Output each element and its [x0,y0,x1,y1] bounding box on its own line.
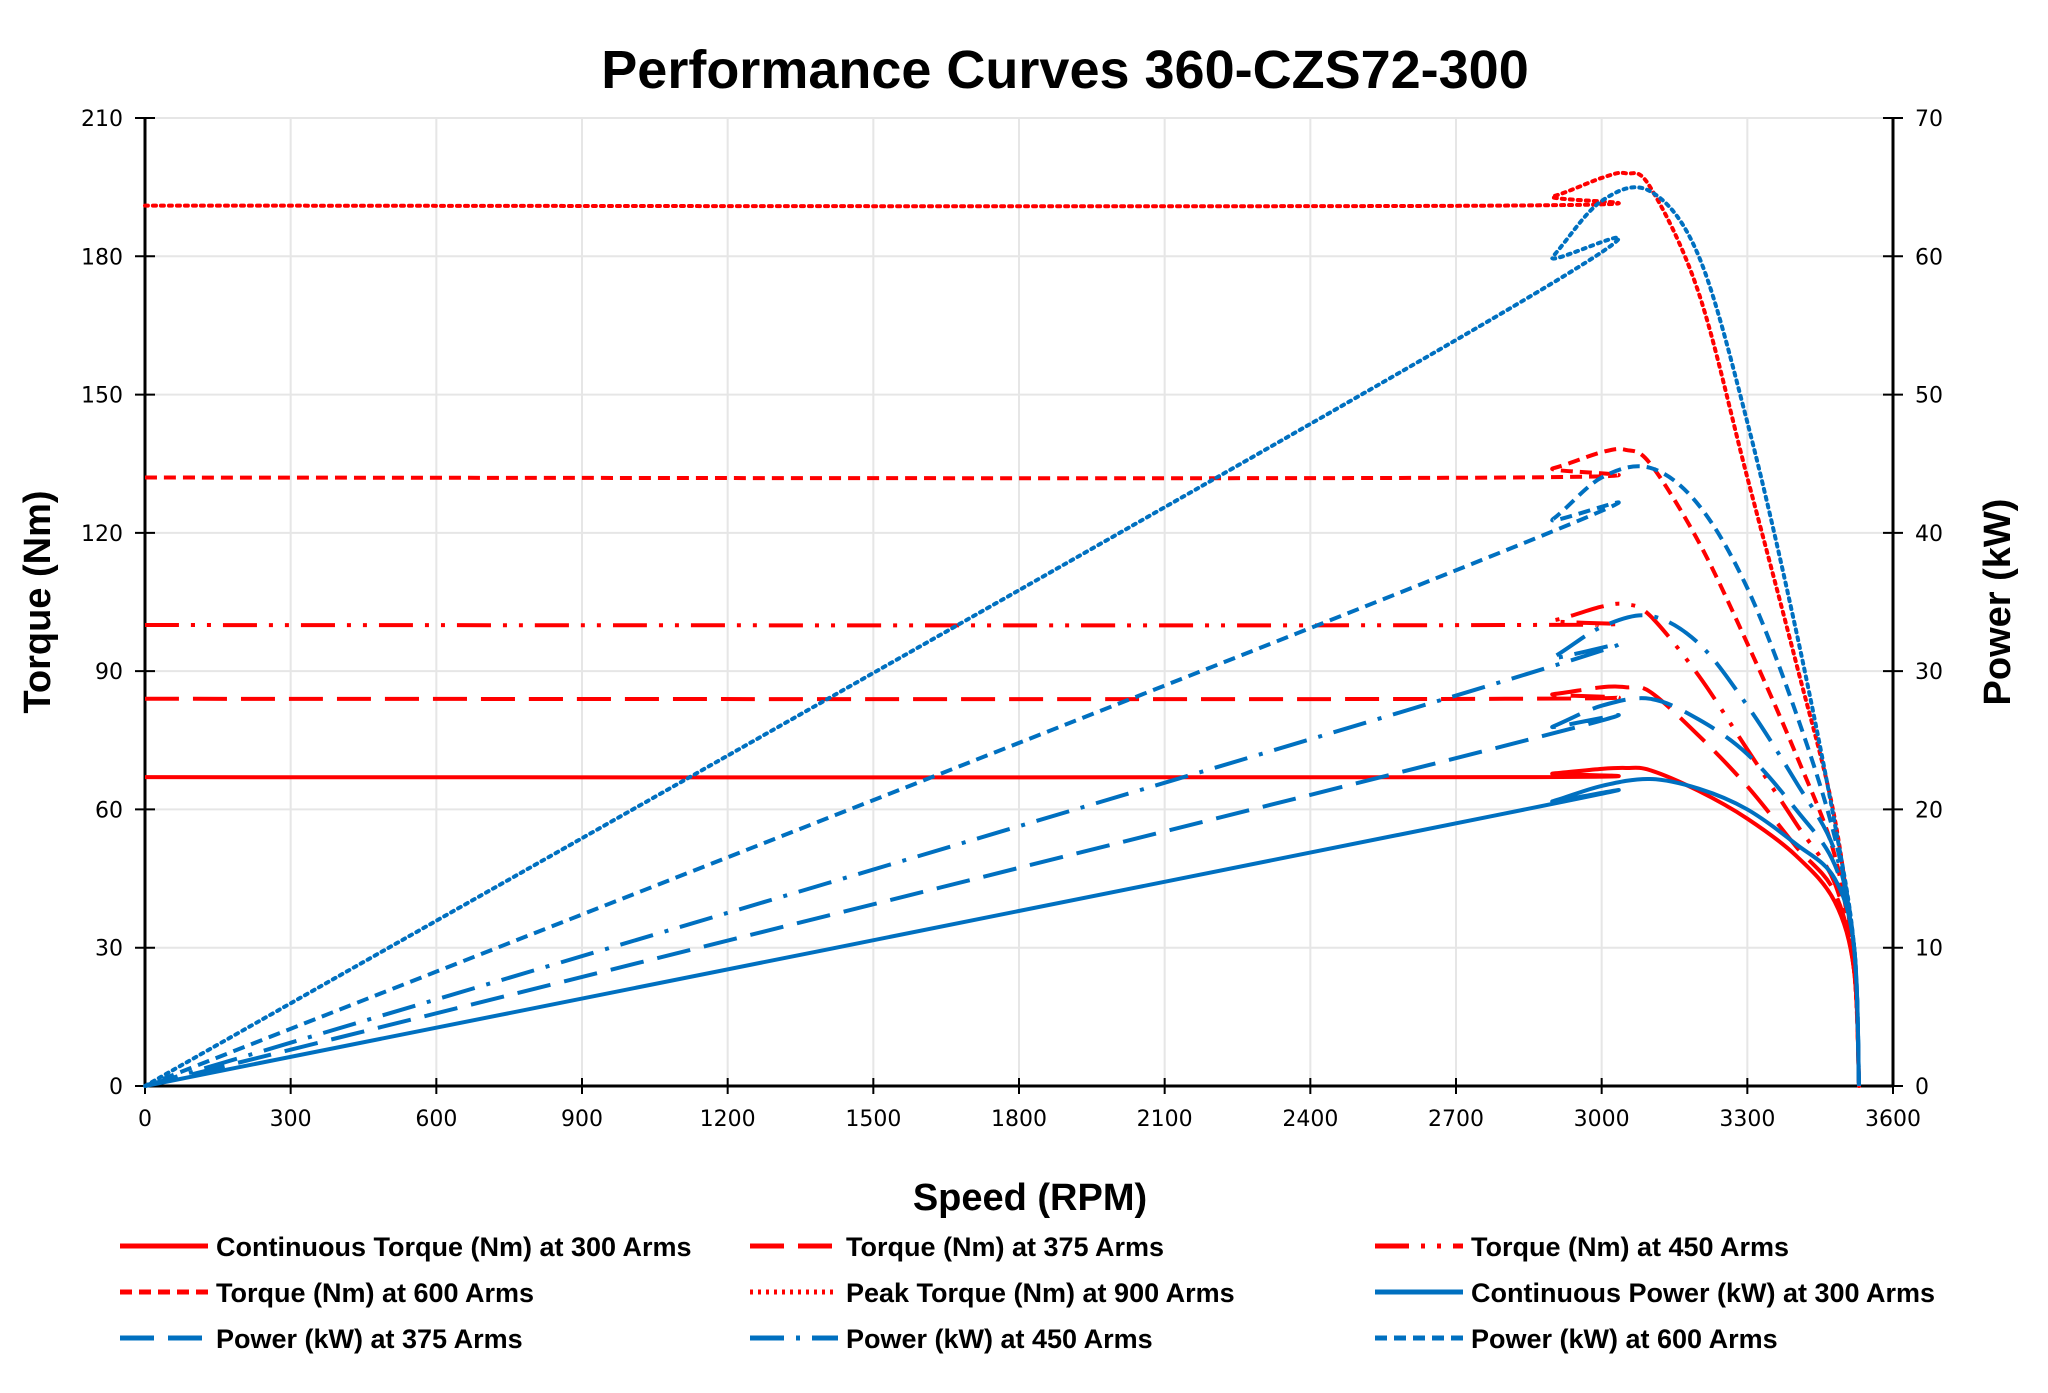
y-tick-label: 210 [81,107,123,132]
x-tick-label: 900 [561,1107,603,1132]
x-tick-label: 1800 [991,1107,1047,1132]
x-tick-label: 3300 [1719,1107,1775,1132]
series-line-4 [144,446,1862,1087]
x-axis-label: Speed (RPM) [913,1177,1147,1219]
x-tick-label: 3600 [1865,1107,1921,1132]
legend-label: Power (kW) at 600 Arms [1471,1324,1778,1354]
x-tick-label: 3000 [1574,1107,1630,1132]
series-line-7 [144,696,1862,1088]
series-line-2 [144,684,1862,1087]
legend-label: Continuous Power (kW) at 300 Arms [1471,1278,1935,1308]
series-line-8 [144,613,1862,1088]
series-line-10 [143,185,1862,1088]
x-tick-label: 2700 [1428,1107,1484,1132]
y-tick-label: 120 [81,522,123,547]
x-tick-label: 2100 [1137,1107,1193,1132]
y-tick-label: 90 [95,660,123,685]
y2-tick-label: 60 [1915,245,1943,270]
y-tick-label: 30 [95,937,123,962]
y2-tick-label: 30 [1915,660,1943,685]
x-tick-label: 300 [270,1107,312,1132]
legend-label: Power (kW) at 450 Arms [846,1324,1153,1354]
y-axis-label: Torque (Nm) [17,490,59,713]
y-tick-label: 0 [109,1075,123,1100]
y2-tick-label: 0 [1915,1075,1929,1100]
series-line-9 [144,464,1862,1088]
x-tick-label: 600 [415,1107,457,1132]
y2-axis-label: Power (kW) [1977,499,2019,706]
x-tick-label: 1500 [845,1107,901,1132]
y-tick-label: 60 [95,798,123,823]
y2-tick-label: 70 [1915,107,1943,132]
legend-label: Power (kW) at 375 Arms [216,1324,523,1354]
x-tick-label: 1200 [700,1107,756,1132]
y-tick-label: 180 [81,245,123,270]
y-tick-label: 150 [81,384,123,409]
series-line-6 [144,777,1862,1088]
legend-label: Peak Torque (Nm) at 900 Arms [846,1278,1235,1308]
legend-label: Torque (Nm) at 600 Arms [216,1278,534,1308]
y2-tick-label: 40 [1915,522,1943,547]
legend-label: Torque (Nm) at 450 Arms [1471,1232,1789,1262]
legend-label: Continuous Torque (Nm) at 300 Arms [216,1232,692,1262]
legend-label: Torque (Nm) at 375 Arms [846,1232,1164,1262]
y2-tick-label: 50 [1915,384,1943,409]
chart-title: Performance Curves 360-CZS72-300 [601,40,1528,100]
y2-tick-label: 10 [1915,937,1943,962]
y2-tick-label: 20 [1915,798,1943,823]
series-line-1 [144,765,1862,1087]
x-tick-label: 0 [138,1107,152,1132]
x-tick-label: 2400 [1282,1107,1338,1132]
